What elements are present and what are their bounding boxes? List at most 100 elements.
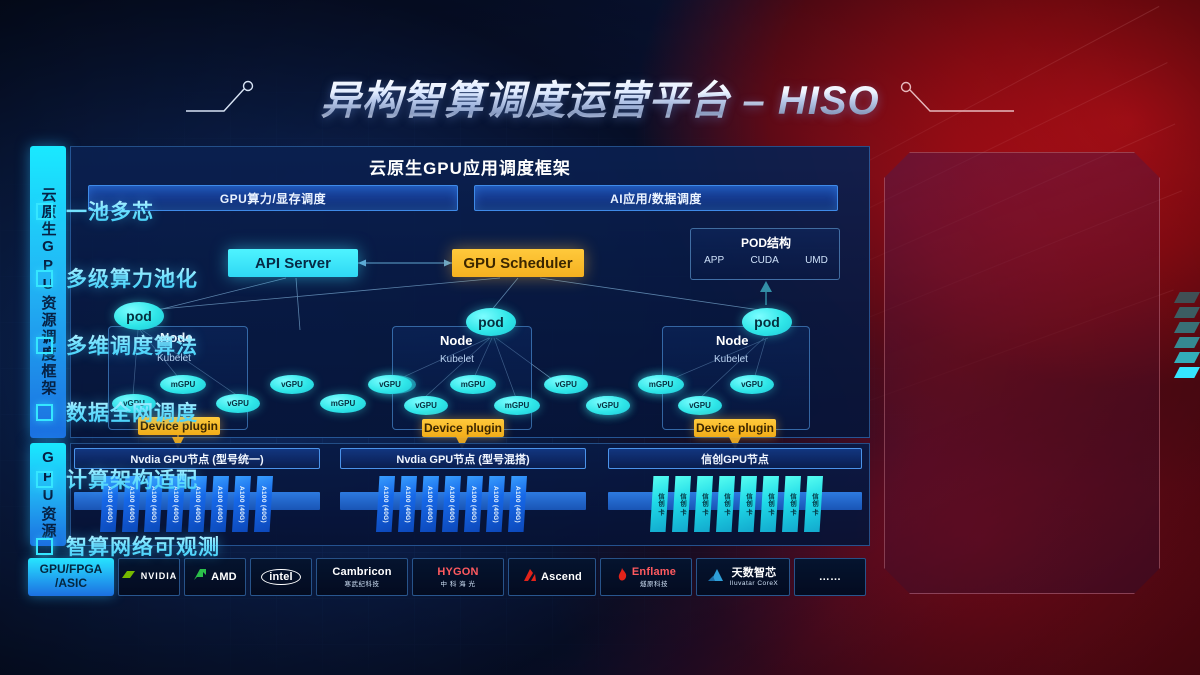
vendor-name: 天数智芯 — [731, 567, 777, 580]
gpu-card[interactable]: A100 (40G) — [442, 476, 461, 532]
feature-item-6[interactable]: 智算网络可观测 — [36, 531, 220, 561]
checkbox-icon — [36, 269, 53, 287]
gpu-card[interactable]: 信创 卡 — [738, 476, 757, 532]
mgpu-1-2[interactable]: mGPU — [320, 394, 366, 413]
gpu-card-label: A100 (40G) — [150, 485, 157, 523]
gpu-card[interactable]: 信创 卡 — [760, 476, 779, 532]
gpu-card-row-1: A100 (40G) A100 (40G) A100 (40G) A100 (40G)… — [100, 476, 273, 532]
vendor-cell-amd[interactable]: AMD — [184, 558, 246, 596]
api-server-node[interactable]: API Server — [228, 249, 358, 277]
feature-item-4[interactable]: 数据全网调度 — [36, 397, 198, 427]
feature-item-2[interactable]: 多级算力池化 — [36, 263, 198, 293]
pod-structure-title: POD结构 — [740, 236, 791, 250]
vendor-cell-hygon[interactable]: HYGON 中 科 海 光 — [412, 558, 504, 596]
vendor-tag-line2: /ASIC — [54, 576, 87, 590]
gpu-card[interactable]: A100 (40G) — [376, 476, 395, 532]
vendor-cell-intel[interactable]: intel — [250, 558, 312, 596]
gpu-card[interactable]: A100 (40G) — [210, 476, 229, 532]
gpu-card-label: 信创 卡 — [700, 492, 708, 516]
device-plugin-1[interactable]: Device plugin — [138, 417, 220, 435]
gpu-card[interactable]: A100 (40G) — [232, 476, 251, 532]
gpu-card[interactable]: 信创 卡 — [650, 476, 669, 532]
pod-node-2[interactable]: pod — [466, 308, 516, 336]
device-plugin-3[interactable]: Device plugin — [694, 419, 776, 437]
gpu-card-label: A100 (40G) — [382, 485, 389, 523]
node-label-1: Node — [160, 330, 193, 345]
gpu-card-row-2: A100 (40G) A100 (40G) A100 (40G) A100 (40G)… — [376, 476, 527, 532]
vgpu-2-1[interactable]: vGPU — [368, 375, 412, 394]
gpu-card[interactable]: A100 (40G) — [464, 476, 483, 532]
feature-item-3[interactable]: 多维调度算法 — [36, 330, 198, 360]
feature-label: 数据全网调度 — [66, 397, 198, 427]
vgpu-3-2[interactable]: vGPU — [730, 375, 774, 394]
node-label-3: Node — [716, 333, 749, 348]
gpu-card[interactable]: 信创 卡 — [672, 476, 691, 532]
vendor-logo-row: GPU/FPGA /ASIC NVIDIA AMD intel Cambricon 寒武… — [28, 558, 866, 596]
gpu-card[interactable]: A100 (40G) — [508, 476, 527, 532]
gpu-card[interactable]: A100 (40G) — [188, 476, 207, 532]
vendor-cell-enflame[interactable]: Enflame 燧原科技 — [600, 558, 692, 596]
gpu-card[interactable]: 信创 卡 — [782, 476, 801, 532]
gpu-card-label: A100 (40G) — [448, 485, 455, 523]
gpu-card-label: 信创 卡 — [678, 492, 686, 516]
vendor-cell-天数智芯[interactable]: 天数智芯 Iluvatar CoreX — [696, 558, 790, 596]
gpu-card-row-3: 信创 卡 信创 卡 信创 卡 信创 卡 信创 卡 信创 卡 信创 卡 信创 卡 — [650, 476, 823, 532]
gpu-card[interactable]: A100 (40G) — [254, 476, 273, 532]
gpu-card[interactable]: A100 (40G) — [398, 476, 417, 532]
vgpu-1-3[interactable]: vGPU — [270, 375, 314, 394]
mgpu-3-1[interactable]: mGPU — [638, 375, 684, 394]
vendor-cell-nvidia[interactable]: NVIDIA — [118, 558, 180, 596]
feature-item-1[interactable]: 一池多芯 — [36, 196, 154, 226]
gpu-group-label-3: 信创GPU节点 — [608, 448, 862, 469]
pod-structure-box: POD结构 APP CUDA UMD — [690, 228, 840, 280]
checkbox-icon — [36, 403, 53, 421]
vendor-subtitle: 寒武纪科技 — [344, 581, 380, 589]
gpu-card[interactable]: 信创 卡 — [694, 476, 713, 532]
vgpu-2-2[interactable]: vGPU — [404, 396, 448, 415]
mgpu-1-1[interactable]: mGPU — [160, 375, 206, 394]
gpu-card-label: 信创 卡 — [810, 492, 818, 516]
gpu-card-label: A100 (40G) — [172, 485, 179, 523]
vgpu-3-3[interactable]: vGPU — [586, 396, 630, 415]
device-plugin-2[interactable]: Device plugin — [422, 419, 504, 437]
pod-layer-cuda: CUDA — [750, 255, 779, 266]
capability-bar-ai[interactable]: AI应用/数据调度 — [474, 185, 838, 211]
gpu-card-label: A100 (40G) — [470, 485, 477, 523]
gpu-card[interactable]: A100 (40G) — [166, 476, 185, 532]
vendor-name: HYGON — [437, 565, 479, 578]
pod-node-1[interactable]: pod — [114, 302, 164, 330]
vendor-cell-……[interactable]: …… — [794, 558, 866, 596]
gpu-card-label: 信创 卡 — [722, 492, 730, 516]
pod-layer-app: APP — [704, 255, 725, 266]
mgpu-2-1[interactable]: mGPU — [450, 375, 496, 394]
gpu-card-label: A100 (40G) — [514, 485, 521, 523]
capability-bar-compute[interactable]: GPU算力/显存调度 — [88, 185, 458, 211]
gpu-card[interactable]: A100 (40G) — [486, 476, 505, 532]
vendor-name: …… — [818, 570, 842, 583]
vendor-cell-ascend[interactable]: Ascend — [508, 558, 596, 596]
gpu-card[interactable]: A100 (40G) — [420, 476, 439, 532]
gpu-card[interactable]: A100 (40G) — [144, 476, 163, 532]
gpu-card[interactable]: 信创 卡 — [804, 476, 823, 532]
framework-panel-title: 云原生GPU应用调度框架 — [369, 159, 571, 178]
pod-node-3[interactable]: pod — [742, 308, 792, 336]
vgpu-1-2[interactable]: vGPU — [216, 394, 260, 413]
vendor-cell-cambricon[interactable]: Cambricon 寒武纪科技 — [316, 558, 408, 596]
vgpu-1-1[interactable]: vGPU — [112, 394, 156, 413]
gpu-card[interactable]: 信创 卡 — [716, 476, 735, 532]
vgpu-2-3[interactable]: vGPU — [544, 375, 588, 394]
feature-label: 智算网络可观测 — [66, 531, 220, 561]
gpu-card-label: A100 (40G) — [404, 485, 411, 523]
gpu-scheduler-node[interactable]: GPU Scheduler — [452, 249, 584, 277]
mgpu-2-2[interactable]: mGPU — [494, 396, 540, 415]
vgpu-3-1[interactable]: vGPU — [678, 396, 722, 415]
gpu-card[interactable]: A100 (40G) — [100, 476, 119, 532]
title-right-decoration — [894, 77, 1014, 117]
checkbox-icon — [36, 202, 53, 220]
gpu-card[interactable]: A100 (40G) — [122, 476, 141, 532]
feature-item-5[interactable]: 计算架构适配 — [36, 464, 198, 494]
vendor-name: intel — [261, 568, 301, 586]
gpu-card-label: 信创 卡 — [788, 492, 796, 516]
ascend-logo — [522, 568, 537, 587]
pod-layer-umd: UMD — [805, 255, 828, 266]
